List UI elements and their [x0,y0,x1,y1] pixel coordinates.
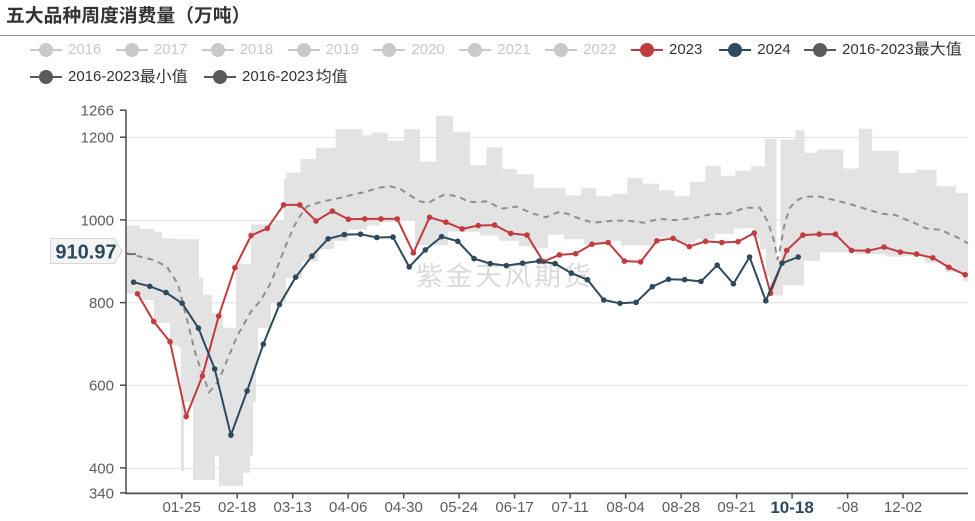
svg-text:07-11: 07-11 [551,499,588,516]
svg-text:08-04: 08-04 [606,499,644,516]
svg-text:910.97: 910.97 [55,242,116,264]
svg-text:400: 400 [89,460,114,477]
svg-text:04-30: 04-30 [385,499,423,516]
svg-text:1000: 1000 [81,212,114,229]
svg-text:1266: 1266 [81,103,114,120]
svg-text:01-25: 01-25 [163,499,201,516]
svg-text:03-13: 03-13 [274,499,312,516]
svg-text:06-17: 06-17 [495,499,533,516]
svg-text:09-21: 09-21 [717,499,755,516]
svg-text:02-18: 02-18 [218,499,256,516]
svg-text:340: 340 [89,485,114,502]
svg-text:-08: -08 [837,499,859,516]
svg-text:10-18: 10-18 [770,498,813,517]
svg-text:12-02: 12-02 [884,499,922,516]
svg-text:08-28: 08-28 [662,499,700,516]
svg-text:800: 800 [89,295,114,312]
svg-text:1200: 1200 [81,130,114,147]
svg-text:04-06: 04-06 [329,499,367,516]
svg-text:05-24: 05-24 [440,499,478,516]
svg-text:600: 600 [89,378,114,395]
